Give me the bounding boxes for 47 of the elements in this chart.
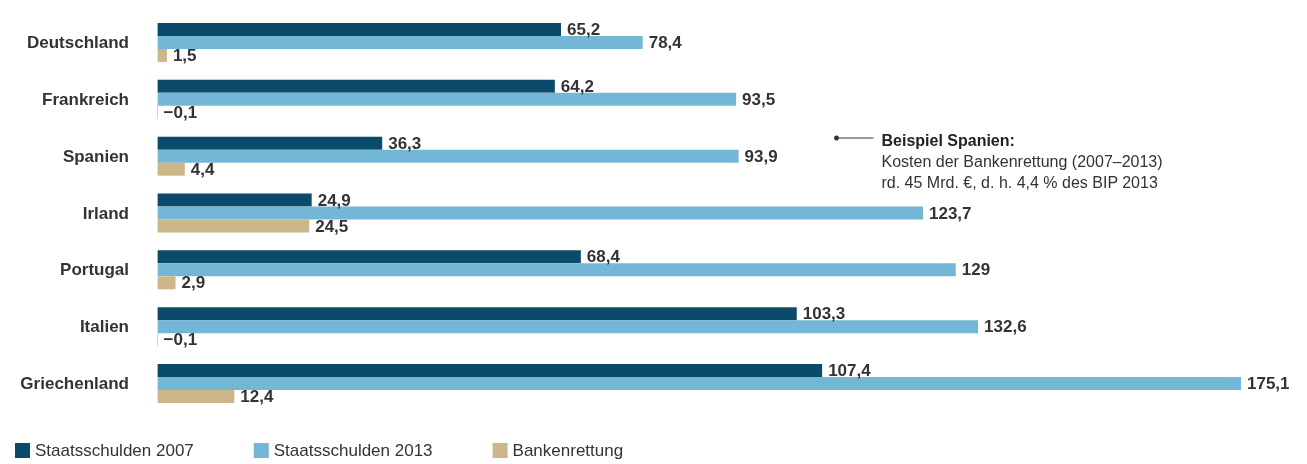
y-tick-label: Spanien xyxy=(62,146,129,166)
data-label: 2,9 xyxy=(181,273,206,293)
data-label: 93,9 xyxy=(744,146,778,166)
y-tick-label: Irland xyxy=(82,203,129,223)
legend-label: Staatsschulden 2007 xyxy=(35,441,194,460)
legend-label: Staatsschulden 2013 xyxy=(273,441,433,460)
data-label: 175,1 xyxy=(1247,374,1290,394)
data-label: 93,5 xyxy=(742,89,776,109)
bar xyxy=(157,320,979,334)
y-tick-label: Frankreich xyxy=(42,89,129,109)
data-label: 78,4 xyxy=(648,32,683,52)
bar xyxy=(157,364,823,378)
bar xyxy=(157,48,167,62)
y-tick-label: Deutschland xyxy=(26,32,129,52)
data-label: 64,2 xyxy=(560,76,594,96)
data-label: 123,7 xyxy=(928,203,972,223)
bar xyxy=(157,276,176,290)
data-label: −0,1 xyxy=(163,330,198,350)
data-label: 132,6 xyxy=(984,317,1027,337)
annotation: Beispiel Spanien: Kosten der Bankenrettung (2007–2013) rd. 45 Mrd. €, d. h. 4,4 % des BIP 2013 xyxy=(881,132,1163,191)
bar xyxy=(157,136,383,150)
data-label: 65,2 xyxy=(567,19,601,39)
data-label: 68,4 xyxy=(586,247,621,267)
bar xyxy=(157,390,235,404)
bar xyxy=(157,377,1241,391)
y-tick-label: Italien xyxy=(79,317,129,337)
y-tick-label: Portugal xyxy=(60,260,129,280)
data-label: 24,9 xyxy=(317,190,351,210)
data-label: 129 xyxy=(961,260,991,280)
bar xyxy=(157,162,185,176)
data-label: 1,5 xyxy=(172,45,197,65)
bar xyxy=(157,250,581,264)
bar xyxy=(157,22,562,36)
data-label: 24,5 xyxy=(315,216,349,236)
data-label: 107,4 xyxy=(828,361,872,381)
data-label: 4,4 xyxy=(190,159,216,179)
y-tick-label: Griechenland xyxy=(20,374,129,394)
bar xyxy=(157,219,310,233)
bar xyxy=(157,263,956,277)
bar xyxy=(157,307,797,321)
bar xyxy=(157,79,555,93)
data-label: 103,3 xyxy=(802,304,846,324)
data-label: 36,3 xyxy=(388,133,422,153)
data-label: −0,1 xyxy=(163,102,198,122)
bar xyxy=(157,193,312,207)
legend-label: Bankenrettung xyxy=(512,441,624,460)
data-label: 12,4 xyxy=(240,387,274,407)
